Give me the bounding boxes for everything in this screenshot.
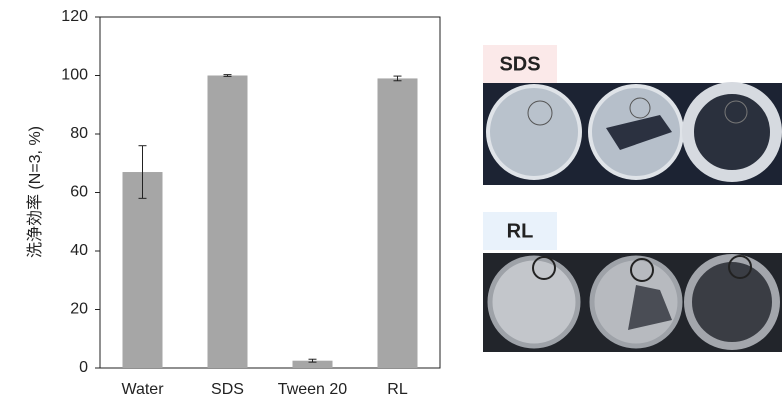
- photo-panel-rl: RL: [483, 212, 782, 352]
- dish: [684, 254, 780, 350]
- ring: [527, 100, 553, 126]
- bar: [292, 360, 333, 368]
- ring: [630, 258, 654, 282]
- bar: [377, 78, 418, 369]
- stain: [628, 285, 672, 330]
- panel-label: SDS: [499, 53, 540, 75]
- y-tick-label: 100: [61, 67, 88, 84]
- stain: [606, 115, 672, 150]
- y-tick-label: 20: [70, 301, 88, 318]
- ring: [532, 256, 556, 280]
- x-tick-label: Water: [121, 381, 164, 398]
- y-tick-label: 0: [79, 359, 88, 376]
- y-tick-label: 80: [70, 125, 88, 142]
- y-tick-label: 120: [61, 8, 88, 25]
- panel-label: RL: [507, 220, 534, 242]
- ring: [629, 97, 651, 119]
- dish: [487, 255, 581, 349]
- photo-panel-sds: SDS: [483, 45, 782, 185]
- dish: [486, 84, 582, 180]
- x-tick-label: Tween 20: [278, 381, 347, 398]
- y-tick-label: 60: [70, 184, 88, 201]
- ring: [728, 255, 752, 279]
- dish: [682, 82, 782, 182]
- label-box: [483, 45, 557, 83]
- x-tick-label: RL: [387, 381, 408, 398]
- label-box: [483, 212, 557, 250]
- y-axis-label: 洗浄効率 (N=3, %): [26, 126, 44, 258]
- bar: [207, 75, 248, 368]
- x-tick-label: SDS: [211, 381, 244, 398]
- y-tick-label: 40: [70, 242, 88, 259]
- bar: [122, 172, 163, 368]
- ring: [724, 100, 748, 124]
